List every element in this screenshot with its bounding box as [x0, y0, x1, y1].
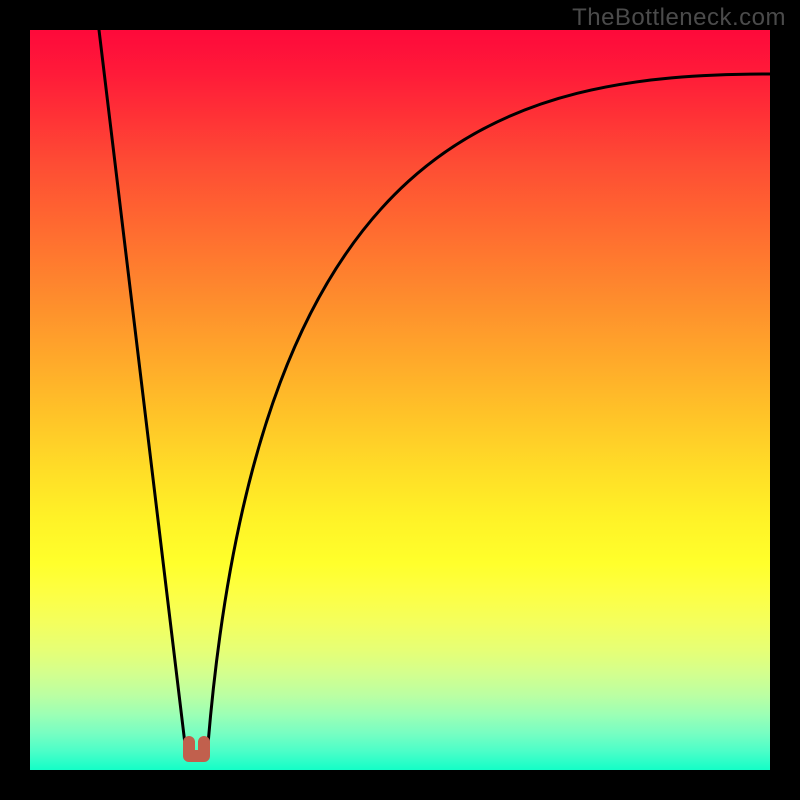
bottleneck-chart — [0, 0, 800, 800]
plot-gradient — [30, 30, 770, 770]
watermark-text: TheBottleneck.com — [572, 4, 786, 32]
chart-stage: TheBottleneck.com — [0, 0, 800, 800]
